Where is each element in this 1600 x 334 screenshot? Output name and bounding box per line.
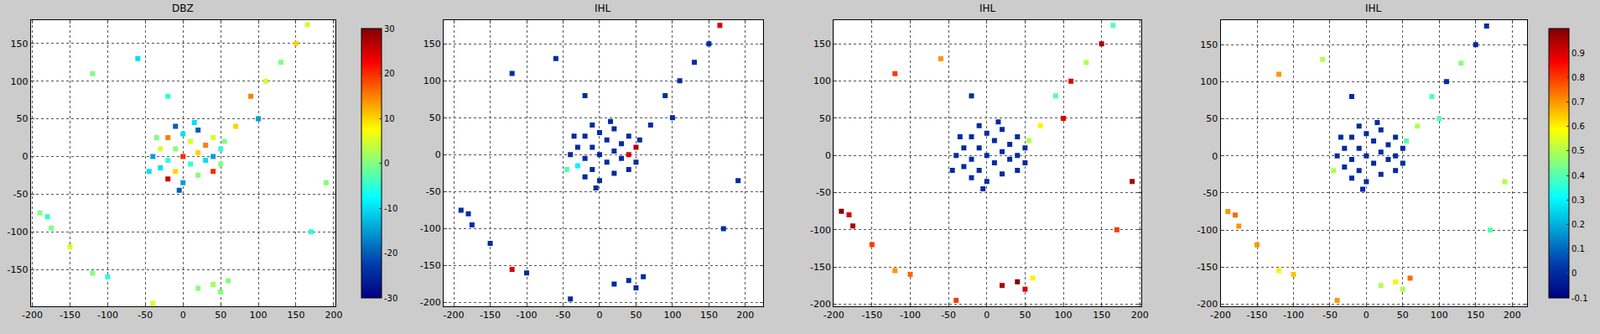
svg-text:50: 50 bbox=[819, 113, 832, 125]
svg-text:150: 150 bbox=[813, 38, 832, 50]
svg-text:100: 100 bbox=[663, 309, 681, 321]
svg-text:100: 100 bbox=[1200, 76, 1218, 88]
svg-text:-150: -150 bbox=[7, 264, 29, 276]
svg-text:-50: -50 bbox=[555, 309, 572, 321]
svg-text:50: 50 bbox=[629, 309, 642, 321]
svg-text:10: 10 bbox=[384, 114, 395, 124]
svg-text:150: 150 bbox=[286, 309, 305, 321]
svg-text:-150: -150 bbox=[479, 309, 501, 321]
svg-text:-50: -50 bbox=[13, 188, 29, 200]
svg-text:-150: -150 bbox=[1246, 309, 1268, 321]
svg-text:50: 50 bbox=[429, 112, 442, 124]
svg-text:-200: -200 bbox=[810, 298, 832, 310]
svg-text:-30: -30 bbox=[384, 293, 398, 303]
svg-text:150: 150 bbox=[1200, 39, 1218, 51]
svg-text:0.6: 0.6 bbox=[1571, 121, 1585, 131]
svg-text:0: 0 bbox=[1571, 268, 1577, 278]
svg-text:IHL: IHL bbox=[979, 2, 997, 15]
svg-text:-100: -100 bbox=[516, 309, 538, 321]
svg-text:-150: -150 bbox=[861, 309, 883, 321]
svg-text:100: 100 bbox=[1430, 309, 1449, 321]
svg-text:50: 50 bbox=[1205, 113, 1218, 125]
svg-text:0.2: 0.2 bbox=[1571, 219, 1585, 229]
svg-text:200: 200 bbox=[1131, 309, 1149, 321]
svg-text:100: 100 bbox=[249, 309, 268, 321]
svg-text:50: 50 bbox=[1018, 309, 1031, 321]
svg-text:200: 200 bbox=[324, 309, 343, 321]
svg-text:150: 150 bbox=[1466, 309, 1485, 321]
svg-text:0: 0 bbox=[180, 309, 187, 321]
svg-text:0: 0 bbox=[1211, 150, 1218, 162]
svg-text:IHL: IHL bbox=[594, 2, 612, 15]
svg-text:-200: -200 bbox=[1196, 298, 1218, 310]
svg-text:100: 100 bbox=[1054, 309, 1073, 321]
svg-text:0.7: 0.7 bbox=[1571, 97, 1585, 107]
svg-text:-100: -100 bbox=[899, 309, 921, 321]
svg-text:150: 150 bbox=[423, 38, 442, 50]
svg-text:150: 150 bbox=[10, 38, 29, 50]
svg-text:50: 50 bbox=[1397, 309, 1409, 321]
svg-text:0.9: 0.9 bbox=[1571, 48, 1585, 58]
svg-text:-150: -150 bbox=[1196, 261, 1218, 273]
svg-text:150: 150 bbox=[1092, 309, 1111, 321]
svg-text:0.8: 0.8 bbox=[1571, 72, 1585, 83]
svg-text:200: 200 bbox=[736, 309, 754, 321]
svg-text:-200: -200 bbox=[21, 309, 43, 321]
svg-text:50: 50 bbox=[214, 309, 227, 321]
svg-text:DBZ: DBZ bbox=[171, 2, 194, 15]
svg-text:-0.1: -0.1 bbox=[1571, 293, 1589, 303]
svg-text:IHL: IHL bbox=[1365, 2, 1382, 15]
svg-text:-100: -100 bbox=[97, 309, 119, 321]
svg-text:-50: -50 bbox=[1322, 309, 1338, 321]
svg-text:200: 200 bbox=[1503, 309, 1522, 321]
svg-text:20: 20 bbox=[384, 68, 395, 78]
svg-text:-20: -20 bbox=[384, 248, 398, 258]
svg-text:100: 100 bbox=[10, 76, 29, 88]
svg-text:0.3: 0.3 bbox=[1571, 195, 1585, 205]
svg-text:-100: -100 bbox=[420, 223, 442, 234]
svg-text:100: 100 bbox=[423, 75, 442, 87]
svg-text:0.4: 0.4 bbox=[1571, 171, 1585, 181]
svg-text:-200: -200 bbox=[1210, 309, 1232, 321]
svg-text:100: 100 bbox=[813, 75, 832, 87]
svg-text:0: 0 bbox=[983, 309, 990, 321]
svg-text:150: 150 bbox=[700, 309, 718, 321]
svg-text:0: 0 bbox=[435, 149, 442, 161]
svg-text:0: 0 bbox=[1363, 309, 1370, 321]
svg-text:-100: -100 bbox=[7, 226, 29, 238]
svg-text:0: 0 bbox=[22, 150, 29, 162]
svg-text:0: 0 bbox=[825, 150, 832, 162]
svg-text:-200: -200 bbox=[420, 296, 442, 308]
svg-text:0: 0 bbox=[384, 158, 390, 168]
svg-text:0: 0 bbox=[596, 309, 603, 321]
svg-text:0.1: 0.1 bbox=[1571, 244, 1585, 254]
svg-text:-50: -50 bbox=[940, 309, 956, 321]
svg-text:30: 30 bbox=[384, 24, 395, 34]
svg-text:-100: -100 bbox=[1196, 224, 1218, 236]
svg-text:-100: -100 bbox=[1283, 309, 1304, 321]
svg-text:-50: -50 bbox=[137, 309, 153, 321]
svg-text:-100: -100 bbox=[810, 224, 832, 236]
svg-text:-150: -150 bbox=[420, 259, 442, 271]
svg-text:-10: -10 bbox=[384, 203, 398, 213]
svg-text:-50: -50 bbox=[425, 186, 442, 198]
svg-text:0.5: 0.5 bbox=[1571, 145, 1585, 156]
svg-text:-150: -150 bbox=[59, 309, 81, 321]
svg-text:-50: -50 bbox=[815, 187, 832, 198]
svg-text:-50: -50 bbox=[1202, 187, 1218, 199]
svg-text:50: 50 bbox=[16, 113, 29, 125]
svg-text:-150: -150 bbox=[810, 261, 832, 273]
svg-text:-200: -200 bbox=[443, 309, 465, 321]
svg-text:-200: -200 bbox=[823, 309, 845, 321]
